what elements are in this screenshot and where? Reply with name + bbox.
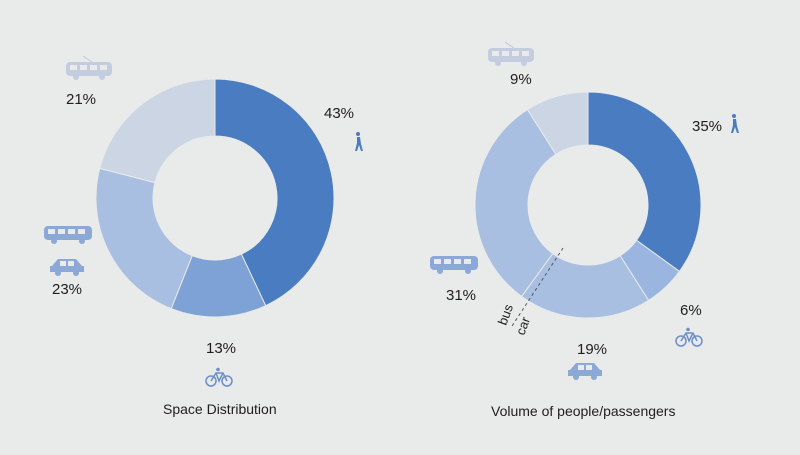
slice-label-walk: 43% bbox=[324, 105, 354, 122]
car-icon bbox=[50, 259, 84, 276]
slice-label-bike-2: 6% bbox=[680, 302, 702, 319]
slice-label-tram-2: 9% bbox=[510, 71, 532, 88]
bicycle-icon bbox=[205, 366, 233, 387]
donut-slice-0-0 bbox=[214, 78, 335, 307]
tram-icon bbox=[65, 55, 113, 81]
tram-icon-2 bbox=[487, 41, 535, 67]
pedestrian-icon bbox=[355, 132, 363, 151]
chart-title-space: Space Distribution bbox=[163, 401, 277, 417]
donut-slice-1-0 bbox=[587, 91, 702, 273]
donut-slice-1-4 bbox=[526, 91, 589, 156]
space-distribution-chart: 43% 13% 23% 21% Space Distribution bbox=[44, 55, 363, 417]
pedestrian-icon-2 bbox=[731, 114, 739, 133]
donut-slice-1-3 bbox=[474, 108, 557, 298]
divider-label-car: car bbox=[513, 314, 534, 337]
slice-label-bus-car: 23% bbox=[52, 281, 82, 298]
chart-title-volume: Volume of people/passengers bbox=[491, 403, 675, 419]
slice-label-car-2: 19% bbox=[577, 341, 607, 358]
car-icon-2 bbox=[568, 363, 602, 380]
bus-icon bbox=[44, 226, 92, 244]
slice-label-bike: 13% bbox=[206, 340, 236, 357]
bicycle-icon-2 bbox=[675, 326, 703, 347]
divider-label-bus: bus bbox=[495, 302, 516, 327]
slice-label-bus-2: 31% bbox=[446, 287, 476, 304]
donut-slice-0-3 bbox=[99, 78, 216, 184]
volume-chart: bus car 35% 6% 19% 31% 9% Volume of peop… bbox=[430, 41, 739, 419]
donut-slice-0-2 bbox=[95, 167, 193, 310]
slice-label-tram: 21% bbox=[66, 91, 96, 108]
slice-label-walk-2: 35% bbox=[692, 118, 722, 135]
bus-icon-2 bbox=[430, 256, 478, 274]
